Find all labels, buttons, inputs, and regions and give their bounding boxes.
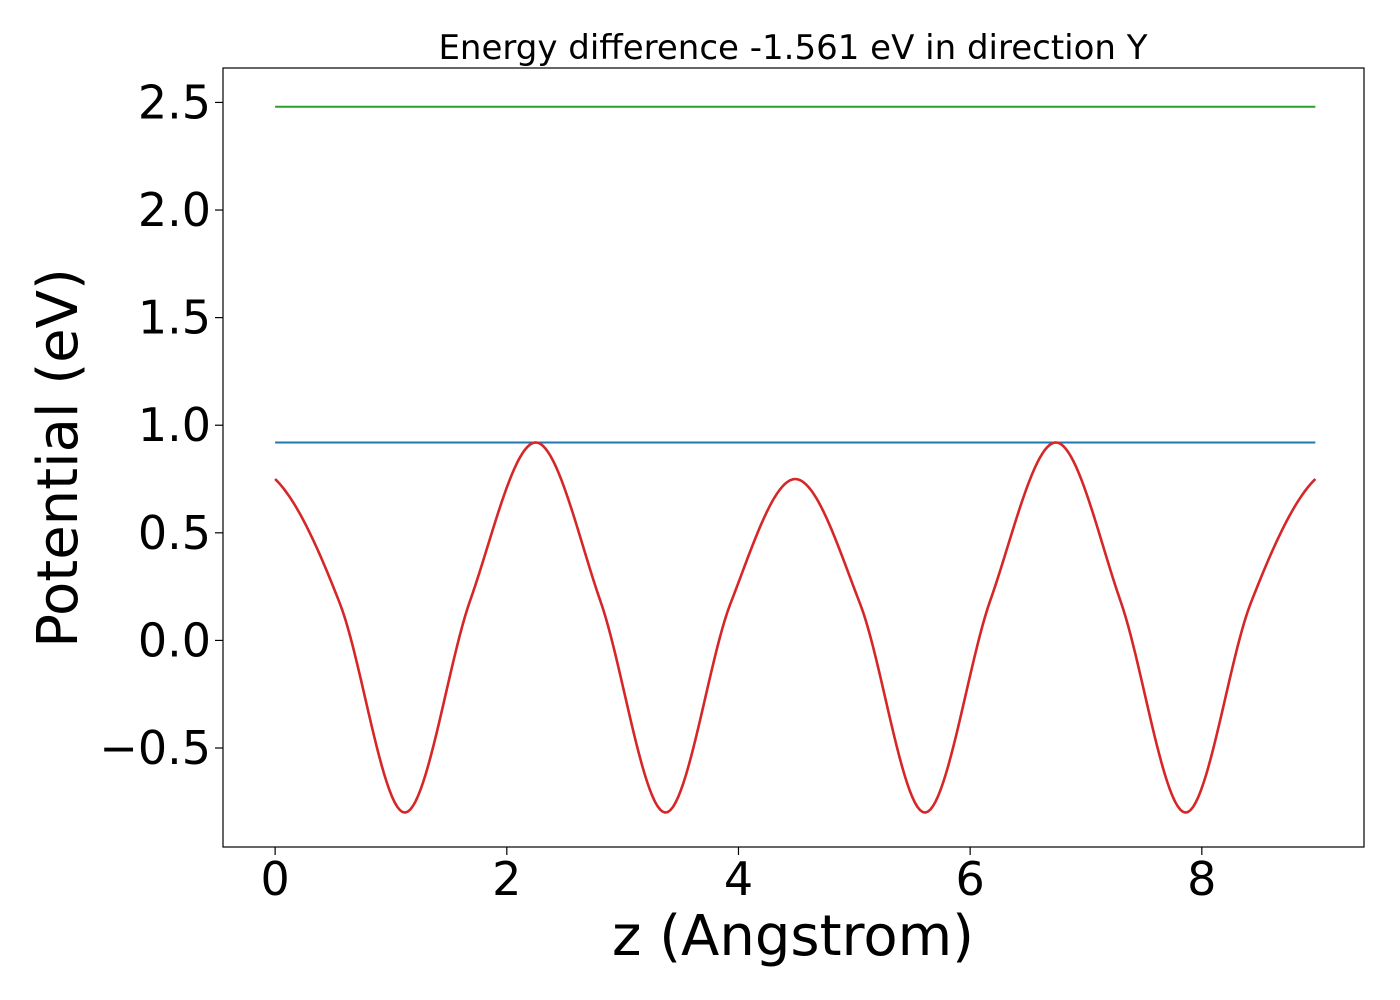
x-axis-ticks: 0 2 4 6 8 <box>260 847 1216 906</box>
x-tick-label: 8 <box>1187 852 1216 906</box>
plot-area-frame <box>222 67 1365 848</box>
x-tick-label: 4 <box>724 852 753 906</box>
x-tick-label: 0 <box>260 852 289 906</box>
y-tick-label: 2.5 <box>138 75 211 129</box>
x-tick-label: 2 <box>492 852 521 906</box>
y-tick-label: −0.5 <box>99 721 211 775</box>
y-tick-label: 0.5 <box>138 506 211 560</box>
series-layer <box>274 105 1317 814</box>
x-tick-label: 6 <box>956 852 985 906</box>
y-axis-label: Potential (eV) <box>26 268 91 648</box>
y-tick-label: 1.5 <box>138 291 211 345</box>
y-tick-label: 1.0 <box>138 398 211 452</box>
y-axis-ticks: −0.5 0.0 0.5 1.0 1.5 2.0 2.5 <box>99 75 223 775</box>
series-line-2 <box>274 441 1317 814</box>
y-tick-label: 2.0 <box>138 183 211 237</box>
y-tick-label: 0.0 <box>138 613 211 667</box>
chart-title: Energy difference -1.561 eV in direction… <box>438 28 1147 68</box>
x-axis-label: z (Angstrom) <box>612 904 974 969</box>
